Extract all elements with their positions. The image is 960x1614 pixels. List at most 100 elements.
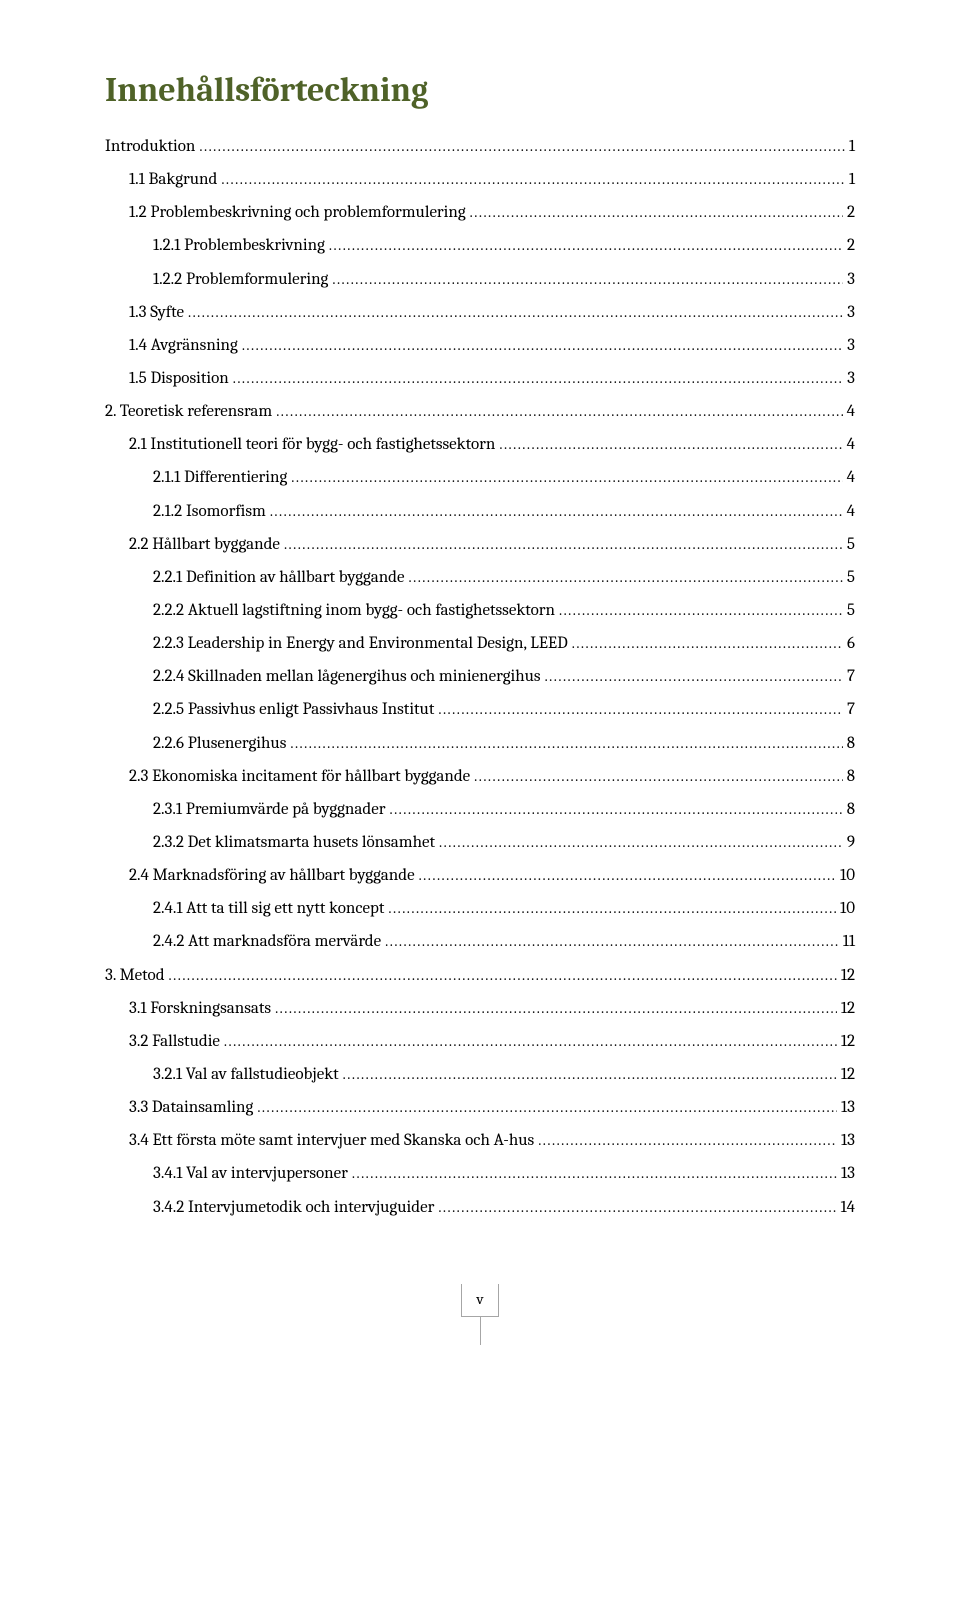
toc-list: Introduktion 1 1.1 Bakgrund 1 1.2 Problembes… [105, 130, 855, 1224]
toc-entry: Introduktion 1 [105, 130, 855, 163]
toc-entry-page: 10 [840, 892, 855, 925]
toc-entry: 3.4.2 Intervjumetodik och intervjuguider… [153, 1191, 855, 1224]
toc-entry: 3.4 Ett första möte samt intervjuer med … [129, 1124, 855, 1157]
toc-leader-dots [275, 992, 837, 1025]
toc-entry: 2.1.1 Differentiering 4 [153, 461, 855, 494]
toc-entry-label: 2.3.1 Premiumvärde på byggnader [153, 793, 385, 826]
toc-entry-label: 1.5 Disposition [129, 362, 229, 395]
toc-entry-page: 4 [847, 461, 855, 494]
toc-entry-label: 2. Teoretisk referensram [105, 395, 272, 428]
toc-entry: 2.2.5 Passivhus enligt Passivhaus Instit… [153, 693, 855, 726]
toc-entry: 2.3.1 Premiumvärde på byggnader 8 [153, 793, 855, 826]
toc-entry: 3.4.1 Val av intervjupersoner13 [153, 1157, 855, 1190]
toc-entry: 3.2.1 Val av fallstudieobjekt 12 [153, 1058, 855, 1091]
toc-entry-label: 1.1 Bakgrund [129, 163, 217, 196]
toc-leader-dots [419, 859, 836, 892]
toc-entry-label: 2.3.2 Det klimatsmarta husets lönsamhet [153, 826, 435, 859]
toc-entry: 2.1 Institutionell teori för bygg- och f… [129, 428, 855, 461]
page-number-stem [480, 1317, 481, 1345]
toc-entry-page: 12 [841, 992, 855, 1025]
toc-entry: 2.2 Hållbart byggande5 [129, 528, 855, 561]
toc-entry-label: 2.1.1 Differentiering [153, 461, 287, 494]
toc-entry-label: 2.4 Marknadsföring av hållbart byggande [129, 859, 415, 892]
toc-leader-dots [499, 428, 842, 461]
toc-entry-label: 2.1 Institutionell teori för bygg- och f… [129, 428, 495, 461]
toc-entry-label: 1.2 Problembeskrivning och problemformul… [129, 196, 466, 229]
toc-leader-dots [438, 1191, 836, 1224]
toc-leader-dots [439, 826, 843, 859]
toc-entry-page: 3 [847, 263, 855, 296]
toc-leader-dots [284, 528, 843, 561]
toc-entry-label: 2.2 Hållbart byggande [129, 528, 280, 561]
toc-entry-page: 12 [841, 1058, 855, 1091]
toc-entry-page: 8 [847, 793, 855, 826]
toc-entry: 2.2.2 Aktuell lagstiftning inom bygg- oc… [153, 594, 855, 627]
toc-leader-dots [332, 263, 843, 296]
toc-entry-page: 13 [841, 1157, 855, 1190]
toc-leader-dots [242, 329, 843, 362]
toc-entry-page: 3 [847, 362, 855, 395]
toc-leader-dots [169, 959, 837, 992]
document-page: Innehållsförteckning Introduktion11.1 Ba… [0, 0, 960, 1385]
page-number-box: v [461, 1284, 498, 1317]
toc-entry-page: 12 [841, 959, 855, 992]
toc-leader-dots [329, 229, 843, 262]
toc-entry: 2.4 Marknadsföring av hållbart byggande1… [129, 859, 855, 892]
toc-leader-dots [343, 1058, 837, 1091]
toc-entry-page: 13 [841, 1124, 855, 1157]
toc-leader-dots [291, 461, 842, 494]
toc-entry-label: 2.2.6 Plusenergihus [153, 727, 286, 760]
toc-leader-dots [545, 660, 843, 693]
toc-leader-dots [352, 1157, 837, 1190]
toc-entry: 1.4 Avgränsning 3 [129, 329, 855, 362]
toc-entry-page: 8 [847, 760, 855, 793]
toc-leader-dots [224, 1025, 837, 1058]
toc-entry: 1.2.1 Problembeskrivning 2 [153, 229, 855, 262]
toc-entry-label: 1.3 Syfte [129, 296, 184, 329]
toc-entry-page: 4 [847, 395, 855, 428]
toc-entry-label: 3.3 Datainsamling [129, 1091, 253, 1124]
toc-leader-dots [388, 892, 836, 925]
toc-entry: 2.2.4 Skillnaden mellan lågenergihus och… [153, 660, 855, 693]
toc-leader-dots [559, 594, 843, 627]
toc-entry-label: 2.2.1 Definition av hållbart byggande [153, 561, 405, 594]
toc-entry-page: 1 [849, 130, 855, 163]
toc-entry-page: 7 [847, 660, 855, 693]
toc-entry: 2.2.6 Plusenergihus 8 [153, 727, 855, 760]
toc-entry-page: 3 [847, 329, 855, 362]
toc-entry: 3.2 Fallstudie12 [129, 1025, 855, 1058]
toc-entry-label: 2.4.1 Att ta till sig ett nytt koncept [153, 892, 384, 925]
toc-leader-dots [276, 395, 842, 428]
toc-leader-dots [188, 296, 843, 329]
toc-entry-page: 3 [847, 296, 855, 329]
toc-entry-page: 4 [847, 495, 855, 528]
toc-entry-page: 7 [847, 693, 855, 726]
toc-entry-page: 2 [847, 229, 855, 262]
toc-leader-dots [290, 727, 842, 760]
toc-entry-page: 1 [849, 163, 855, 196]
toc-entry-page: 4 [847, 428, 855, 461]
toc-entry-page: 8 [847, 727, 855, 760]
toc-leader-dots [572, 627, 843, 660]
toc-entry: 3.3 Datainsamling13 [129, 1091, 855, 1124]
toc-entry-page: 5 [847, 561, 855, 594]
toc-title: Innehållsförteckning [105, 70, 855, 110]
toc-entry: 3. Metod12 [105, 959, 855, 992]
toc-entry-page: 6 [847, 627, 855, 660]
toc-leader-dots [257, 1091, 837, 1124]
toc-entry-label: Introduktion [105, 130, 195, 163]
footer: v [105, 1284, 855, 1345]
toc-entry: 1.1 Bakgrund 1 [129, 163, 855, 196]
toc-entry-label: 1.2.1 Problembeskrivning [153, 229, 325, 262]
toc-entry: 1.2 Problembeskrivning och problemformul… [129, 196, 855, 229]
toc-entry-label: 2.3 Ekonomiska incitament för hållbart b… [129, 760, 470, 793]
toc-entry-label: 3.4 Ett första möte samt intervjuer med … [129, 1124, 534, 1157]
toc-entry-label: 3.2.1 Val av fallstudieobjekt [153, 1058, 339, 1091]
toc-entry: 2.4.1 Att ta till sig ett nytt koncept 10 [153, 892, 855, 925]
toc-entry-label: 2.2.5 Passivhus enligt Passivhaus Instit… [153, 693, 434, 726]
toc-entry-label: 3.1 Forskningsansats [129, 992, 271, 1025]
toc-entry: 2.3 Ekonomiska incitament för hållbart b… [129, 760, 855, 793]
toc-entry-page: 2 [847, 196, 855, 229]
toc-entry: 2.1.2 Isomorfism4 [153, 495, 855, 528]
toc-entry-label: 1.4 Avgränsning [129, 329, 238, 362]
